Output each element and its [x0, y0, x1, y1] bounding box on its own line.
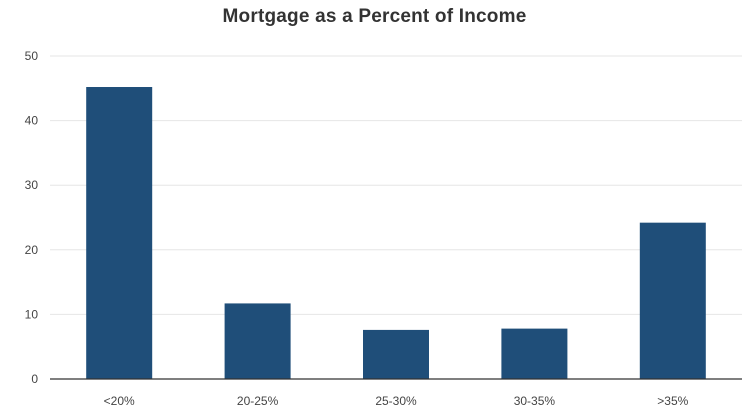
y-tick-label: 20: [25, 243, 39, 257]
x-tick-label: <20%: [104, 394, 135, 408]
y-tick-label: 40: [25, 114, 39, 128]
gridlines: [50, 55, 742, 315]
y-tick-label: 30: [25, 178, 39, 192]
x-tick-label: 25-30%: [375, 394, 417, 408]
chart-title: Mortgage as a Percent of Income: [222, 6, 527, 27]
y-tick-label: 0: [31, 372, 38, 386]
x-tick-labels: <20% 20-25% 25-30% 30-35% >35%: [104, 394, 689, 408]
bar-2: [363, 329, 429, 379]
bar-0: [86, 87, 153, 380]
y-tick-label: 10: [25, 307, 39, 321]
x-tick-label: >35%: [657, 394, 688, 408]
bar-3: [501, 328, 568, 379]
bars: [86, 87, 706, 380]
y-tick-labels: 0 10 20 30 40 50: [25, 49, 39, 386]
x-tick-label: 20-25%: [237, 394, 279, 408]
y-tick-label: 50: [25, 49, 39, 63]
x-tick-label: 30-35%: [514, 394, 556, 408]
bar-4: [639, 222, 706, 379]
bar-1: [224, 303, 291, 379]
